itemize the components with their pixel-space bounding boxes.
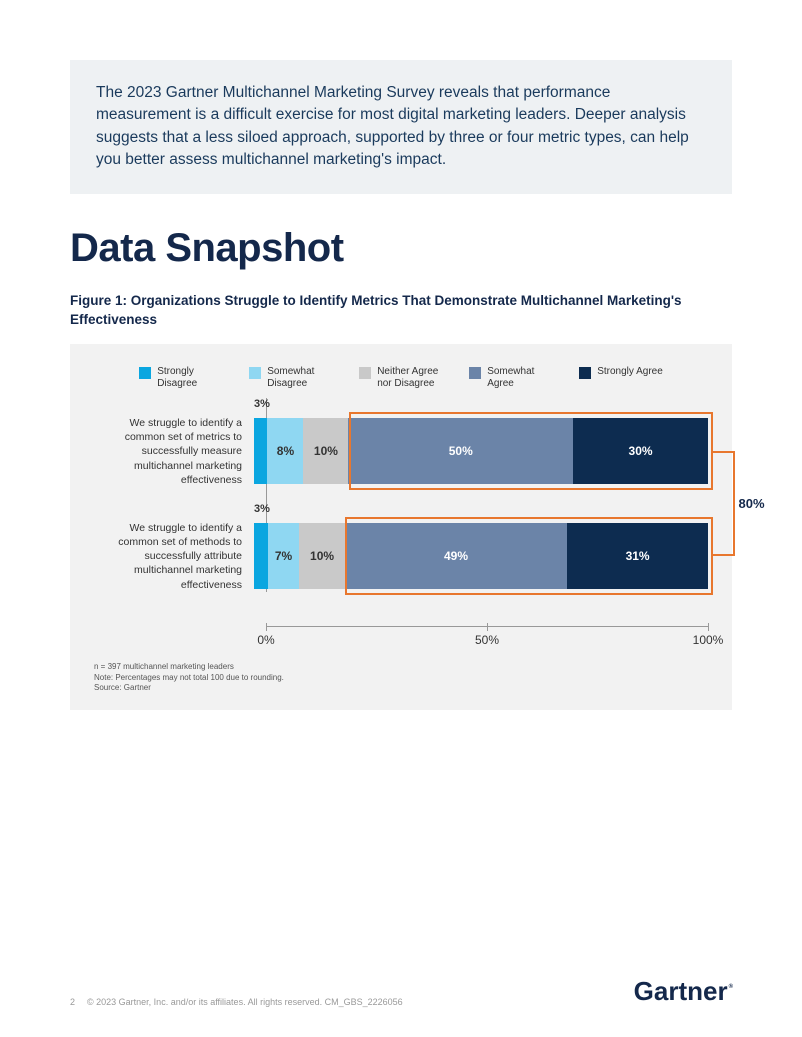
bar-segment: 50% <box>348 418 573 484</box>
bar-segment: 10% <box>303 418 348 484</box>
bar-tick-label: 3% <box>254 503 270 515</box>
brand-registered: ® <box>729 984 733 990</box>
figure-title: Figure 1: Organizations Struggle to Iden… <box>70 291 732 330</box>
legend-item: Strongly Agree <box>579 366 663 390</box>
section-title: Data Snapshot <box>70 226 732 271</box>
x-axis: 0%50%100% <box>266 626 708 654</box>
axis-label: 50% <box>475 633 499 647</box>
legend-item: Neither Agree nor Disagree <box>359 366 447 390</box>
footnote-line: Source: Gartner <box>94 683 708 694</box>
intro-text: The 2023 Gartner Multichannel Marketing … <box>96 82 706 172</box>
legend-label: Neither Agree nor Disagree <box>377 366 447 390</box>
bar-segment: 31% <box>567 523 708 589</box>
chart-rows: We struggle to identify a common set of … <box>94 416 708 592</box>
chart-row: We struggle to identify a common set of … <box>94 416 708 487</box>
stacked-bar: 8%10%50%30% <box>254 418 708 484</box>
legend-label: Strongly Disagree <box>157 366 227 390</box>
row-label: We struggle to identify a common set of … <box>94 521 254 592</box>
bar-tick-label: 3% <box>254 398 270 410</box>
bar-wrap: 3%7%10%49%31% <box>254 523 708 589</box>
bar-segment <box>254 523 268 589</box>
chart-container: Strongly Disagree Somewhat Disagree Neithe… <box>70 344 732 710</box>
chart-row: We struggle to identify a common set of … <box>94 521 708 592</box>
page-footer: 2 © 2023 Gartner, Inc. and/or its affili… <box>70 976 732 1007</box>
page-number: 2 <box>70 997 75 1007</box>
axis-tick <box>708 623 709 631</box>
chart-footnotes: n = 397 multichannel marketing leadersNo… <box>94 662 708 694</box>
legend-swatch <box>359 367 371 379</box>
intro-box: The 2023 Gartner Multichannel Marketing … <box>70 60 732 194</box>
stacked-bar: 7%10%49%31% <box>254 523 708 589</box>
bar-segment: 8% <box>267 418 303 484</box>
legend-swatch <box>249 367 261 379</box>
brand-logo: Gartner® <box>634 976 732 1007</box>
bar-segment: 7% <box>268 523 300 589</box>
axis-label: 0% <box>257 633 274 647</box>
bar-wrap: 3%8%10%50%30% <box>254 418 708 484</box>
copyright-text: © 2023 Gartner, Inc. and/or its affiliat… <box>87 997 403 1007</box>
footnote-line: Note: Percentages may not total 100 due … <box>94 673 708 684</box>
callout-line <box>713 451 735 556</box>
legend-label: Somewhat Disagree <box>267 366 337 390</box>
legend-item: Somewhat Disagree <box>249 366 337 390</box>
footnote-line: n = 397 multichannel marketing leaders <box>94 662 708 673</box>
legend-item: Strongly Disagree <box>139 366 227 390</box>
bar-segment <box>254 418 267 484</box>
legend-swatch <box>469 367 481 379</box>
chart-legend: Strongly Disagree Somewhat Disagree Neithe… <box>94 366 708 390</box>
callout-label: 80% <box>739 496 765 511</box>
legend-label: Somewhat Agree <box>487 366 557 390</box>
bar-segment: 49% <box>345 523 567 589</box>
row-label: We struggle to identify a common set of … <box>94 416 254 487</box>
footer-left: 2 © 2023 Gartner, Inc. and/or its affili… <box>70 997 403 1007</box>
bar-segment: 30% <box>573 418 708 484</box>
axis-label: 100% <box>693 633 724 647</box>
legend-item: Somewhat Agree <box>469 366 557 390</box>
legend-swatch <box>579 367 591 379</box>
axis-tick <box>266 623 267 631</box>
legend-swatch <box>139 367 151 379</box>
legend-label: Strongly Agree <box>597 366 663 378</box>
bar-segment: 10% <box>299 523 344 589</box>
brand-name: Gartner <box>634 976 728 1006</box>
axis-tick <box>487 623 488 631</box>
